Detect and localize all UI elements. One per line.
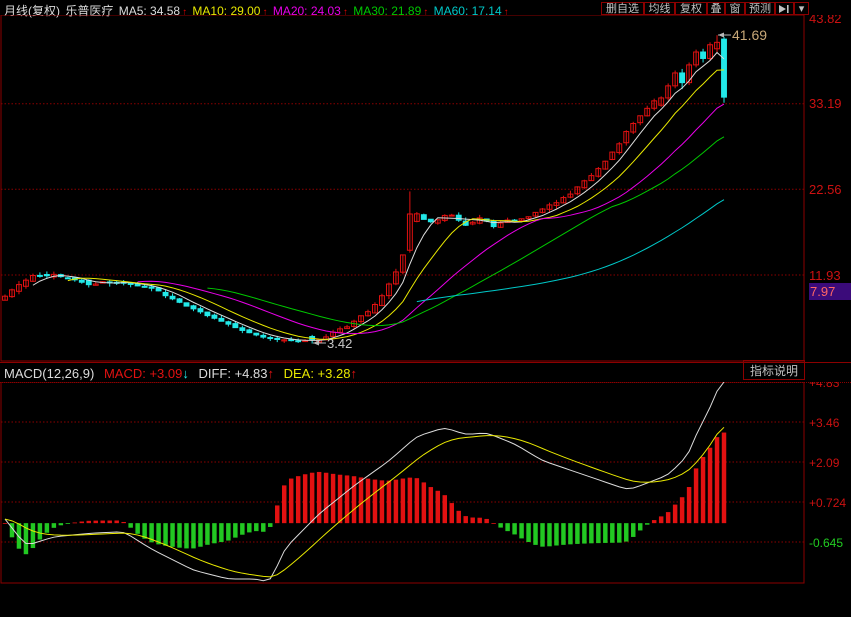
svg-text:-0.645: -0.645 (809, 536, 843, 550)
svg-text:+3.46: +3.46 (809, 416, 840, 430)
svg-text:+2.09: +2.09 (809, 456, 840, 470)
svg-text:+4.83: +4.83 (809, 382, 840, 390)
svg-text:+0.724: +0.724 (809, 496, 846, 510)
